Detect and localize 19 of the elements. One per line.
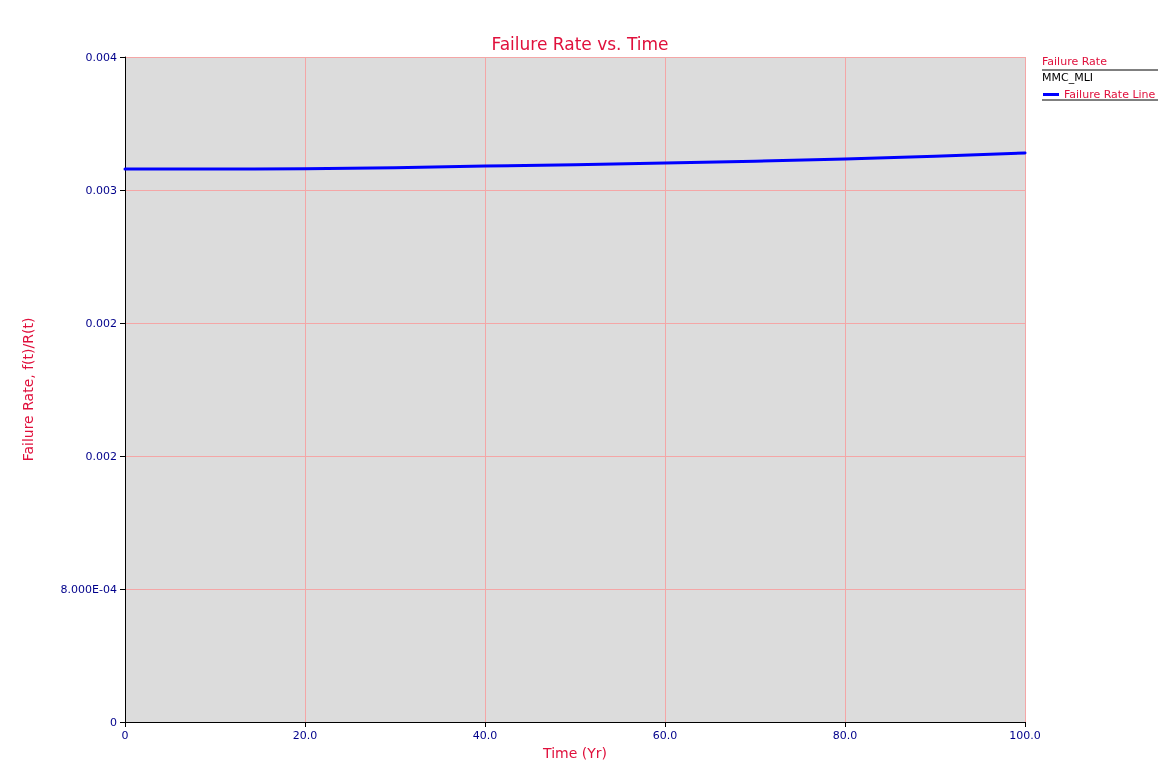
chart-title: Failure Rate vs. Time	[491, 33, 669, 54]
legend-label: Failure Rate Line	[1064, 88, 1156, 101]
y-tick-label: 0.003	[85, 183, 117, 197]
y-tick-label: 0.002	[85, 449, 117, 463]
x-tick-label: 100.0	[1009, 729, 1041, 742]
y-axis-title: Failure Rate, f(t)/R(t)	[20, 317, 36, 462]
y-tick-label: 8.000E-04	[60, 582, 117, 596]
y-tick-label: 0.002	[85, 316, 117, 330]
x-tick-label: 40.0	[472, 729, 498, 742]
line-series	[123, 151, 1027, 171]
x-tick-label: 80.0	[832, 729, 858, 742]
x-tick-label: 60.0	[652, 729, 678, 742]
y-tick-label: 0.004	[85, 50, 117, 64]
legend-title: Failure Rate	[1042, 55, 1108, 68]
y-tick-label: 0	[110, 715, 117, 729]
x-tick-label: 0	[121, 729, 129, 742]
x-tick-label: 20.0	[292, 729, 318, 742]
text: MMC_MLI	[1042, 71, 1094, 84]
x-axis-title: Time (Yr)	[542, 744, 607, 761]
